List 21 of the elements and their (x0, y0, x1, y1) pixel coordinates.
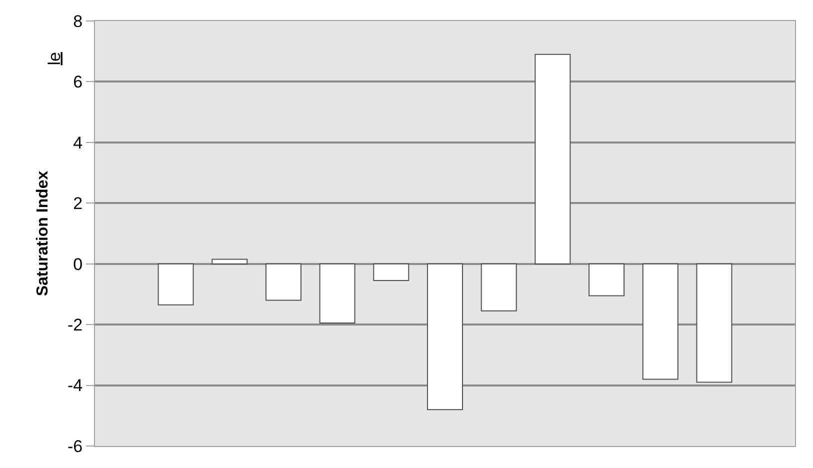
y-tick-label: 2 (73, 194, 83, 214)
y-tick-label: -2 (67, 316, 83, 335)
y-tick-label: -6 (67, 436, 83, 456)
bar (319, 263, 356, 324)
bar (534, 54, 571, 264)
text: le (44, 52, 64, 66)
bar (212, 258, 248, 264)
y-tick-label: 0 (73, 254, 83, 274)
y-tick-label: 4 (73, 133, 83, 152)
bar (158, 263, 194, 306)
y-tick-label: 6 (73, 72, 83, 92)
y-tick-label: -4 (67, 376, 83, 396)
bar (642, 263, 678, 380)
bar (480, 263, 517, 312)
bar (696, 263, 732, 383)
bar (588, 263, 625, 296)
bar (265, 263, 302, 301)
y-tick-label: 8 (73, 12, 83, 31)
bar (427, 263, 463, 410)
y-axis-title: Saturation Index (34, 170, 52, 296)
bar (373, 263, 410, 282)
